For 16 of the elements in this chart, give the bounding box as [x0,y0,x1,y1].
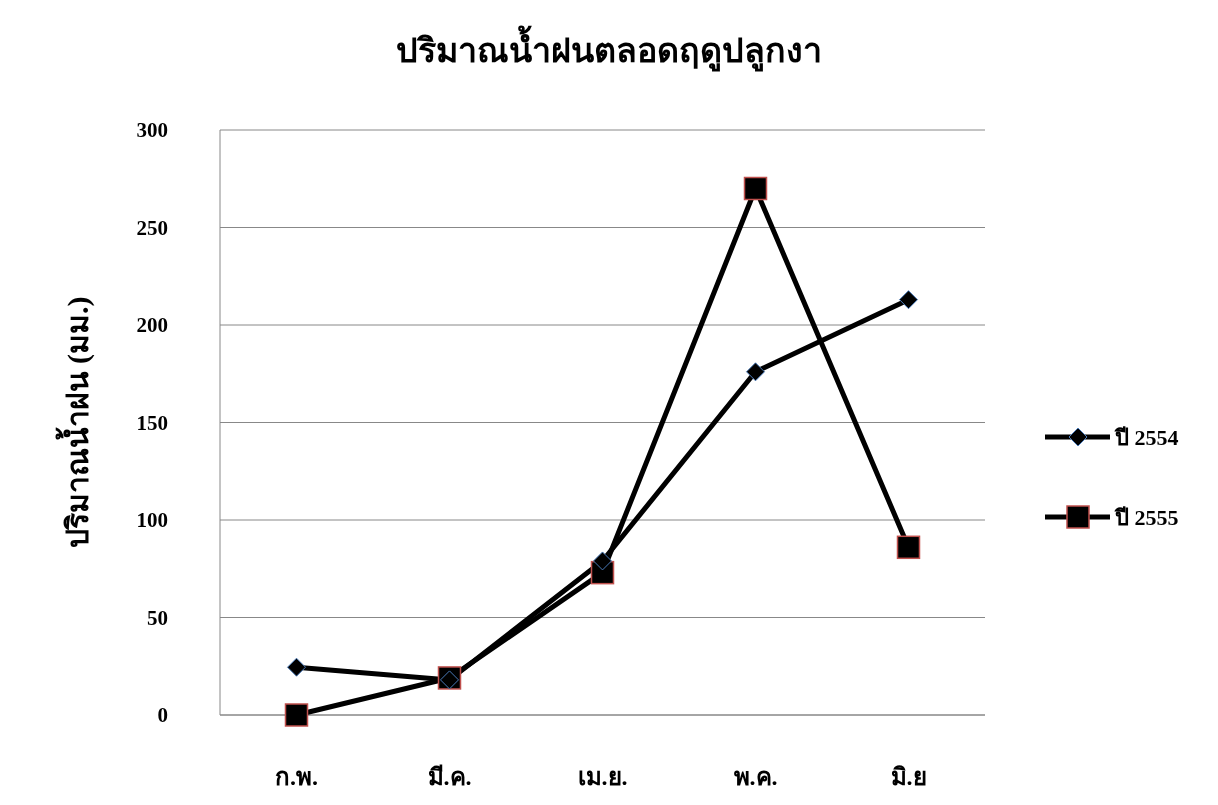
x-tick-label: เม.ย. [577,764,628,790]
y-tick-label: 200 [136,313,168,337]
legend-label: ปี 2554 [1114,425,1179,450]
x-tick-label: ก.พ. [275,764,318,790]
x-tick-label: พ.ค. [733,764,778,790]
y-tick-label: 300 [136,118,168,142]
x-tick-label: มิ.ย [890,764,927,790]
chart-title: ปริมาณน้ำฝนตลอดฤดูปลูกงา [396,25,822,72]
y-tick-label: 0 [157,703,168,727]
y-tick-label: 250 [136,215,168,240]
y-tick-label: 50 [147,605,168,630]
y-axis-title: ปริมาณน้ำฝน (มม.) [55,296,95,549]
x-tick-label: มี.ค. [427,764,472,790]
legend-label: ปี 2555 [1114,505,1179,530]
y-tick-label: 100 [136,508,168,532]
y-tick-label: 150 [136,410,168,435]
